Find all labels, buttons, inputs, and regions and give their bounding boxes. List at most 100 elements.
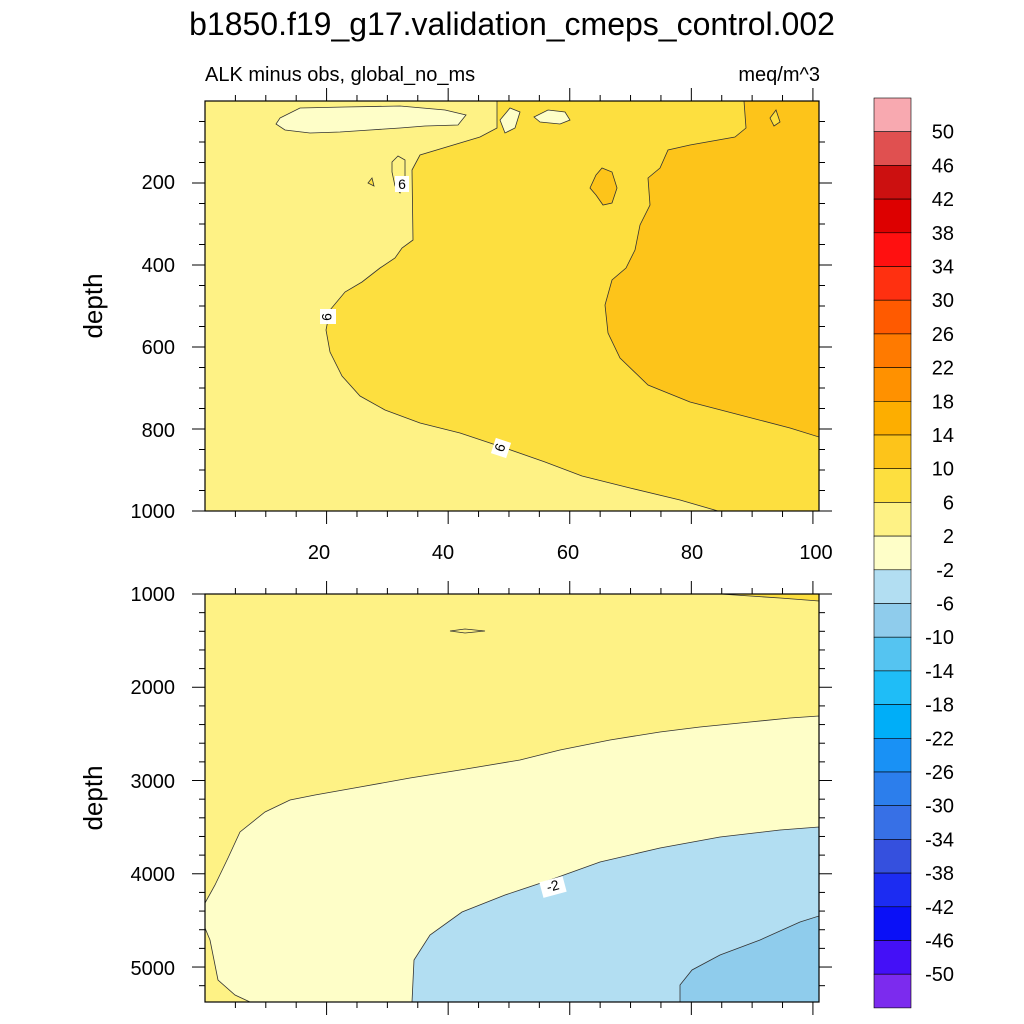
colorbar-box — [873, 670, 912, 705]
colorbar-box — [873, 940, 912, 975]
lower-region-6to10 — [719, 594, 819, 602]
colorbar-label: 18 — [932, 391, 954, 413]
upper-xtick-label-4: 80 — [681, 542, 703, 564]
colorbar-label: 22 — [932, 358, 954, 380]
lower-ytick-label-4: 4000 — [131, 864, 176, 886]
colorbar-label: -22 — [925, 728, 954, 750]
colorbar-label: 46 — [932, 155, 954, 177]
colorbar-box — [873, 636, 912, 672]
colorbar-box — [873, 872, 912, 908]
colorbar-label: -2 — [936, 560, 954, 582]
upper-region-10to14-blob — [589, 167, 618, 206]
upper-ytick-label-4: 800 — [142, 420, 175, 442]
colorbar-box — [873, 232, 912, 267]
colorbar-box — [873, 569, 912, 604]
upper-contour-label-1-text: 6 — [398, 176, 406, 192]
lower-ytick-label-5: 5000 — [131, 958, 176, 980]
upper-ytick-label-2: 400 — [142, 255, 175, 277]
upper-y-axis-label: depth — [78, 273, 108, 338]
colorbar-box — [873, 737, 912, 773]
colorbar-label: -6 — [936, 594, 954, 616]
colorbar-label: 2 — [943, 526, 954, 548]
lower-contour-label-1-text: -2 — [545, 876, 561, 895]
colorbar-box — [873, 805, 912, 840]
colorbar-label: -34 — [925, 829, 954, 851]
lower-ytick-label-2: 2000 — [131, 677, 176, 699]
upper-ytick-label-5: 1000 — [131, 501, 176, 523]
upper-contour-label-1: 6 — [395, 176, 409, 192]
colorbar-box — [873, 906, 912, 941]
colorbar-label: -46 — [925, 931, 954, 953]
colorbar-label: 50 — [932, 122, 954, 144]
colorbar-box — [873, 704, 912, 739]
lower-y-axis-label: depth — [78, 765, 108, 830]
upper-ticks — [192, 88, 832, 524]
colorbar-box — [873, 266, 912, 301]
colorbar-label: 34 — [932, 257, 954, 279]
colorbar-box — [873, 165, 912, 200]
upper-xtick-label-2: 40 — [432, 542, 454, 564]
upper-xtick-label-5: 100 — [799, 542, 832, 564]
colorbar-label: -42 — [925, 897, 954, 919]
colorbar-box — [873, 198, 912, 234]
lower-ytick-label-1: 1000 — [131, 584, 176, 606]
colorbar-label: 26 — [932, 324, 954, 346]
chart-title: b1850.f19_g17.validation_cmeps_control.0… — [189, 6, 835, 42]
colorbar-label: -10 — [925, 627, 954, 649]
colorbar-label: 6 — [943, 492, 954, 514]
colorbar-label: -38 — [925, 863, 954, 885]
colorbar-label: -18 — [925, 695, 954, 717]
colorbar-boxes — [873, 97, 912, 1009]
lower-region-m10tom6 — [679, 915, 819, 1002]
colorbar-box — [873, 434, 912, 470]
subtitle-units: meq/m^3 — [738, 64, 820, 86]
upper-region-m2to2-c — [499, 107, 521, 134]
upper-contour-label-2: 6 — [319, 309, 336, 324]
upper-region-m2to2-a — [275, 105, 467, 134]
upper-region-m2to2-b — [533, 109, 571, 125]
colorbar-box — [873, 400, 912, 436]
colorbar-label: -14 — [925, 661, 954, 683]
upper-ytick-label-1: 200 — [142, 172, 175, 194]
colorbar-box — [873, 771, 912, 807]
colorbar-labels: 50 46 42 38 34 30 26 22 18 14 10 6 2 -2 -6 -10 -14 -18 -22… — [925, 122, 954, 987]
upper-contour-label-3: 6 — [490, 437, 512, 459]
lower-panel: -2 depth 1000 2000 3000 4000 5000 — [78, 581, 832, 1015]
upper-xtick-label-3: 60 — [557, 542, 579, 564]
upper-region-6to10-e — [367, 177, 375, 187]
upper-ytick-label-3: 600 — [142, 337, 175, 359]
colorbar-label: 30 — [932, 290, 954, 312]
colorbar-label: -30 — [925, 796, 954, 818]
colorbar-label: -26 — [925, 762, 954, 784]
colorbar-box — [873, 603, 912, 638]
lower-plot-frame — [204, 593, 820, 1003]
subtitle-left: ALK minus obs, global_no_ms — [205, 64, 475, 86]
upper-region-10to14 — [604, 101, 819, 438]
colorbar-box — [873, 839, 912, 874]
colorbar-box — [873, 468, 912, 503]
lower-region-small-loop — [449, 628, 486, 634]
lower-contour-label-1: -2 — [539, 876, 567, 898]
upper-region-6to10-d — [769, 109, 781, 127]
lower-region-2to6-corner — [205, 927, 251, 1002]
colorbar-label: 10 — [932, 459, 954, 481]
colorbar-box — [873, 535, 912, 571]
colorbar-box — [873, 97, 912, 133]
upper-xtick-label-1: 20 — [308, 542, 330, 564]
colorbar-box — [873, 333, 912, 368]
colorbar-box — [873, 299, 912, 335]
colorbar-label: -50 — [925, 964, 954, 986]
colorbar-box — [873, 502, 912, 537]
upper-contour-label-2-text: 6 — [319, 313, 335, 321]
lower-ytick-label-3: 3000 — [131, 771, 176, 793]
lower-ticks — [192, 581, 832, 1015]
colorbar-box — [873, 973, 912, 1009]
colorbar: 50 46 42 38 34 30 26 22 18 14 10 6 2 -2 -6 -10 -14 -18 -22… — [873, 97, 954, 1009]
colorbar-label: 38 — [932, 223, 954, 245]
colorbar-label: 42 — [932, 189, 954, 211]
colorbar-label: 14 — [932, 425, 954, 447]
colorbar-box — [873, 367, 912, 402]
upper-panel: 6 6 6 depth 200 400 600 800 1000 20 40 6… — [78, 88, 833, 564]
colorbar-box — [873, 131, 912, 166]
